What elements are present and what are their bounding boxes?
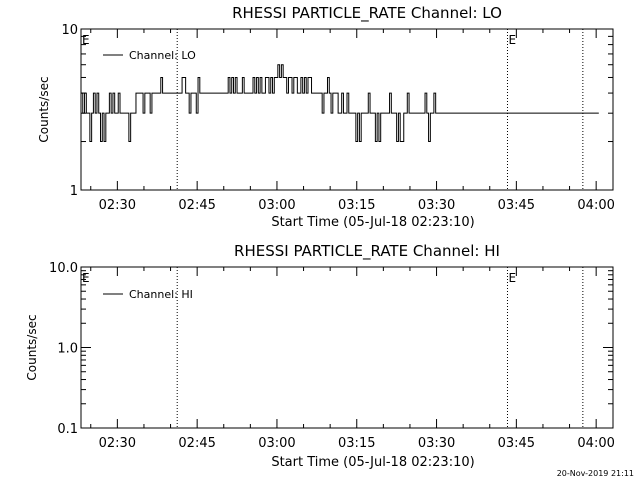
x-tick-label: 03:00 — [258, 198, 295, 213]
event-mark: E — [82, 33, 90, 47]
x-tick-label: 04:00 — [577, 436, 614, 451]
legend-label: Channel: HI — [129, 288, 193, 301]
x-tick-label: 02:45 — [178, 198, 215, 213]
x-tick-label: 03:30 — [418, 436, 455, 451]
y-tick-label: 1 — [70, 184, 78, 199]
chart-title: RHESSI PARTICLE_RATE Channel: HI — [234, 242, 500, 261]
y-tick-label: 1.0 — [57, 342, 78, 357]
y-tick-label: 10 — [61, 23, 78, 38]
x-axis-title: Start Time (05-Jul-18 02:23:10) — [271, 215, 474, 230]
footer-timestamp: 20-Nov-2019 21:11 — [557, 469, 634, 478]
panel-hi: RHESSI PARTICLE_RATE Channel: HI 02:30 02:… — [25, 242, 615, 470]
event-mark: E — [508, 271, 516, 285]
series-line-0-0 — [81, 64, 599, 143]
y-tick-label: 0.1 — [57, 422, 78, 437]
event-mark: E — [82, 271, 90, 285]
x-tick-label: 02:45 — [178, 436, 215, 451]
panel-lo: RHESSI PARTICLE_RATE Channel: LO 02:30 02:… — [37, 4, 615, 230]
chart-title: RHESSI PARTICLE_RATE Channel: LO — [232, 4, 502, 23]
legend-label: Channel: LO — [129, 49, 196, 62]
x-tick-label: 03:15 — [338, 436, 375, 451]
y-axis-title: Counts/sec — [25, 314, 39, 380]
x-tick-label: 03:45 — [498, 198, 535, 213]
x-tick-label: 03:15 — [338, 198, 375, 213]
x-tick-label: 03:00 — [258, 436, 295, 451]
y-axis-title: Counts/sec — [37, 76, 51, 142]
y-tick-label: 10.0 — [49, 261, 78, 276]
x-axis-title: Start Time (05-Jul-18 02:23:10) — [271, 455, 474, 470]
plot-frame — [80, 28, 614, 191]
x-tick-label: 03:45 — [498, 436, 535, 451]
x-tick-label: 04:00 — [577, 198, 614, 213]
x-tick-label: 02:30 — [99, 436, 136, 451]
x-tick-label: 03:30 — [418, 198, 455, 213]
event-mark: E — [508, 33, 516, 47]
x-tick-label: 02:30 — [99, 198, 136, 213]
